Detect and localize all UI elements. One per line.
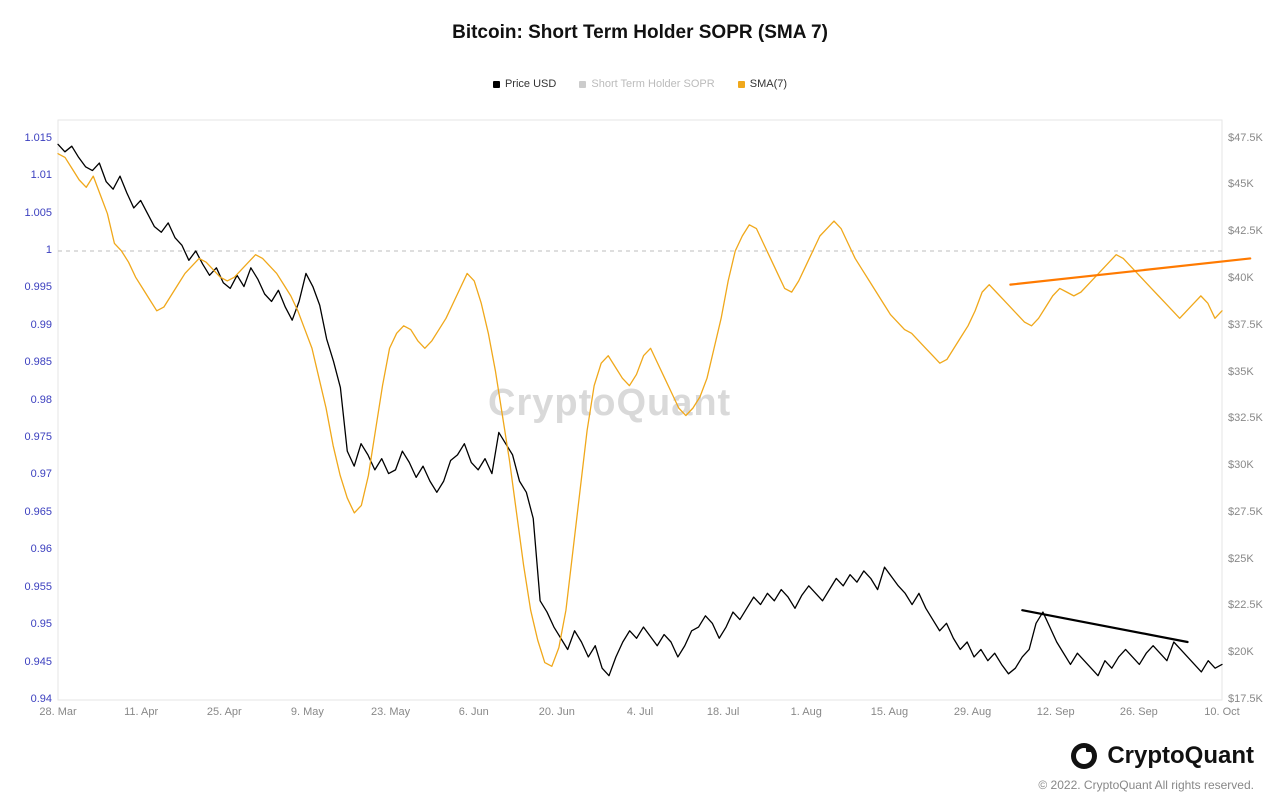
legend-swatch-sopr bbox=[579, 81, 586, 88]
legend-swatch-price bbox=[493, 81, 500, 88]
x-tick: 20. Jun bbox=[539, 706, 575, 718]
x-tick: 28. Mar bbox=[39, 706, 76, 718]
series-sma7 bbox=[58, 154, 1222, 667]
y-right-tick: $32.5K bbox=[1228, 412, 1263, 424]
copyright: © 2022. CryptoQuant All rights reserved. bbox=[1038, 778, 1254, 792]
legend-swatch-sma7 bbox=[738, 81, 745, 88]
legend-label-price: Price USD bbox=[505, 78, 556, 90]
plot-svg bbox=[58, 120, 1222, 700]
y-right-tick: $47.5K bbox=[1228, 132, 1263, 144]
y-right-tick: $25K bbox=[1228, 553, 1254, 565]
y-left-tick: 0.995 bbox=[0, 281, 52, 293]
y-left-tick: 0.97 bbox=[0, 468, 52, 480]
x-tick: 29. Aug bbox=[954, 706, 991, 718]
annotation-trend-price bbox=[1022, 610, 1187, 642]
series-price-usd bbox=[58, 144, 1222, 675]
legend-item-price[interactable]: Price USD bbox=[493, 78, 556, 90]
legend-item-sopr[interactable]: Short Term Holder SOPR bbox=[579, 78, 714, 90]
brand-logo[interactable]: CryptoQuant bbox=[1071, 742, 1254, 770]
x-tick: 10. Oct bbox=[1204, 706, 1239, 718]
y-left-tick: 1.005 bbox=[0, 207, 52, 219]
chart-container: Bitcoin: Short Term Holder SOPR (SMA 7) … bbox=[0, 0, 1280, 806]
y-right-tick: $27.5K bbox=[1228, 506, 1263, 518]
y-left-tick: 0.975 bbox=[0, 431, 52, 443]
x-tick: 25. Apr bbox=[207, 706, 242, 718]
y-right-tick: $30K bbox=[1228, 459, 1254, 471]
x-tick: 11. Apr bbox=[124, 706, 158, 718]
y-right-tick: $40K bbox=[1228, 272, 1254, 284]
x-tick: 15. Aug bbox=[871, 706, 908, 718]
legend-label-sopr: Short Term Holder SOPR bbox=[591, 78, 714, 90]
y-left-tick: 0.95 bbox=[0, 618, 52, 630]
legend-item-sma7[interactable]: SMA(7) bbox=[738, 78, 787, 90]
y-left-tick: 0.94 bbox=[0, 693, 52, 705]
legend-label-sma7: SMA(7) bbox=[750, 78, 787, 90]
chart-title-text: Bitcoin: Short Term Holder SOPR (SMA 7) bbox=[452, 22, 828, 43]
x-tick: 26. Sep bbox=[1120, 706, 1158, 718]
annotation-trend-sma bbox=[1010, 258, 1250, 284]
y-right-tick: $35K bbox=[1228, 366, 1254, 378]
x-tick: 18. Jul bbox=[707, 706, 739, 718]
y-left-tick: 1.015 bbox=[0, 132, 52, 144]
x-tick: 23. May bbox=[371, 706, 410, 718]
x-tick: 4. Jul bbox=[627, 706, 653, 718]
y-right-tick: $17.5K bbox=[1228, 693, 1263, 705]
y-left-tick: 0.99 bbox=[0, 319, 52, 331]
x-tick: 6. Jun bbox=[459, 706, 489, 718]
y-left-tick: 0.98 bbox=[0, 394, 52, 406]
y-right-tick: $45K bbox=[1228, 178, 1254, 190]
plot-area[interactable]: CryptoQuant bbox=[58, 120, 1222, 700]
brand-name: CryptoQuant bbox=[1107, 742, 1254, 770]
y-left-tick: 0.985 bbox=[0, 356, 52, 368]
y-left-tick: 0.96 bbox=[0, 543, 52, 555]
y-left-tick: 1 bbox=[0, 244, 52, 256]
x-tick: 9. May bbox=[291, 706, 324, 718]
x-tick: 1. Aug bbox=[791, 706, 822, 718]
y-left-tick: 0.945 bbox=[0, 656, 52, 668]
y-right-tick: $37.5K bbox=[1228, 319, 1263, 331]
legend: Price USD Short Term Holder SOPR SMA(7) bbox=[0, 78, 1280, 91]
y-right-tick: $20K bbox=[1228, 646, 1254, 658]
y-right-tick: $42.5K bbox=[1228, 225, 1263, 237]
x-tick: 12. Sep bbox=[1037, 706, 1075, 718]
y-right-tick: $22.5K bbox=[1228, 599, 1263, 611]
y-left-tick: 0.955 bbox=[0, 581, 52, 593]
y-left-tick: 0.965 bbox=[0, 506, 52, 518]
chart-title: Bitcoin: Short Term Holder SOPR (SMA 7) bbox=[0, 22, 1280, 44]
brand-logo-icon bbox=[1071, 743, 1101, 769]
y-left-tick: 1.01 bbox=[0, 169, 52, 181]
